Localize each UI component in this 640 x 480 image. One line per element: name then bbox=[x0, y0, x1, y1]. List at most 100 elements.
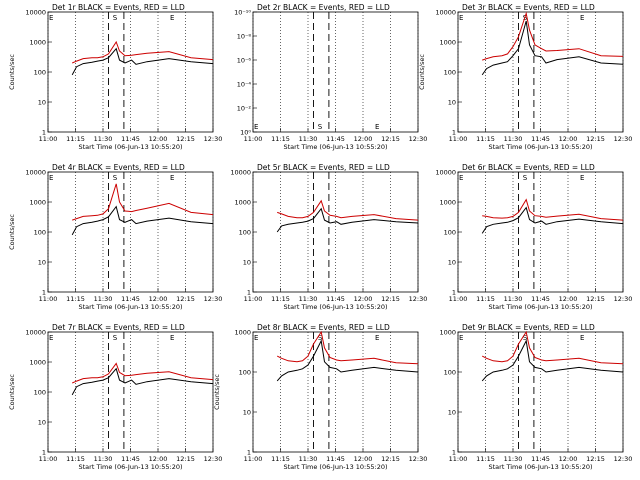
y-tick-label: 10⁻⁸ bbox=[237, 33, 252, 41]
x-tick-label: 12:30 bbox=[204, 135, 223, 143]
x-tick-label: 12:15 bbox=[586, 135, 605, 143]
x-axis-label: Start Time (06-Jun-13 10:55:20) bbox=[79, 463, 183, 471]
panel-title: Det 7r BLACK = Events, RED = LLD bbox=[52, 323, 185, 332]
panel-det-6: Det 6r BLACK = Events, RED = LLD 11:00 11:… bbox=[435, 163, 632, 311]
y-tick-label: 10000 bbox=[230, 169, 251, 177]
x-tick-label: 11:15 bbox=[271, 295, 290, 303]
panel-det-5: Det 5r BLACK = Events, RED = LLD 11:00 11:… bbox=[230, 163, 427, 311]
panel-det-2: Det 2r BLACK = Events, RED = LLD 11:00 11:… bbox=[234, 3, 427, 151]
x-axis-label: Start Time (06-Jun-13 10:55:20) bbox=[284, 463, 388, 471]
x-tick-label: 11:15 bbox=[271, 455, 290, 463]
panel-title: Det 1r BLACK = Events, RED = LLD bbox=[52, 3, 185, 12]
x-tick-label: 12:30 bbox=[204, 455, 223, 463]
y-axis-label: Counts/sec bbox=[8, 374, 16, 410]
y-tick-label: 1000 bbox=[439, 39, 456, 47]
x-axis-label: Start Time (06-Jun-13 10:55:20) bbox=[284, 303, 388, 311]
y-tick-label: 1000 bbox=[234, 329, 251, 337]
y-tick-label: 10 bbox=[448, 99, 456, 107]
panel-title: Det 9r BLACK = Events, RED = LLD bbox=[462, 323, 595, 332]
x-tick-label: 12:00 bbox=[149, 295, 168, 303]
panel-title: Det 8r BLACK = Events, RED = LLD bbox=[257, 323, 390, 332]
y-tick-label: 10⁻² bbox=[237, 105, 252, 113]
y-axis-label: Counts/sec bbox=[8, 214, 16, 250]
x-tick-label: 11:30 bbox=[299, 455, 318, 463]
x-axis-label: Start Time (06-Jun-13 10:55:20) bbox=[284, 143, 388, 151]
x-tick-label: 11:45 bbox=[531, 455, 550, 463]
y-tick-label: 100 bbox=[34, 389, 46, 397]
x-tick-label: 12:30 bbox=[614, 455, 633, 463]
x-tick-label: 12:30 bbox=[409, 455, 428, 463]
series-line-lld bbox=[482, 11, 624, 61]
x-tick-label: 12:30 bbox=[409, 135, 428, 143]
x-tick-label: 11:45 bbox=[121, 295, 140, 303]
x-tick-label: 11:15 bbox=[271, 135, 290, 143]
panel-det-7: Det 7r BLACK = Events, RED = LLD 11:00 11:… bbox=[8, 323, 222, 471]
x-tick-label: 11:00 bbox=[449, 455, 468, 463]
x-tick-label: 12:30 bbox=[204, 295, 223, 303]
x-tick-label: 11:00 bbox=[244, 455, 263, 463]
flare-marker-label: S bbox=[318, 123, 323, 131]
x-tick-label: 11:30 bbox=[504, 295, 523, 303]
x-tick-label: 11:30 bbox=[94, 135, 113, 143]
y-tick-label: 1000 bbox=[29, 199, 46, 207]
flare-marker-label: E bbox=[170, 14, 174, 22]
panel-title: Det 2r BLACK = Events, RED = LLD bbox=[257, 3, 390, 12]
y-tick-label: 1 bbox=[247, 289, 251, 297]
series-line-events bbox=[276, 339, 419, 382]
x-tick-label: 12:00 bbox=[559, 295, 578, 303]
y-tick-label: 1 bbox=[42, 449, 46, 457]
flare-marker-label: E bbox=[170, 174, 174, 182]
panel-title: Det 3r BLACK = Events, RED = LLD bbox=[462, 3, 595, 12]
x-tick-label: 12:30 bbox=[614, 135, 633, 143]
flare-marker-label: E bbox=[580, 334, 584, 342]
x-tick-label: 11:15 bbox=[66, 135, 85, 143]
x-tick-label: 11:30 bbox=[94, 455, 113, 463]
x-tick-label: 11:15 bbox=[476, 455, 495, 463]
x-tick-label: 11:00 bbox=[244, 135, 263, 143]
series-line-lld bbox=[481, 330, 624, 365]
y-tick-label: 100 bbox=[34, 69, 46, 77]
y-tick-label: 10000 bbox=[25, 329, 46, 337]
flare-marker-label: E bbox=[49, 174, 53, 182]
y-tick-label: 10 bbox=[38, 419, 46, 427]
x-tick-label: 12:15 bbox=[586, 455, 605, 463]
x-tick-label: 11:45 bbox=[121, 135, 140, 143]
x-axis-label: Start Time (06-Jun-13 10:55:20) bbox=[489, 143, 593, 151]
y-tick-label: 10⁻¹⁰ bbox=[234, 9, 251, 17]
panel-det-4: Det 4r BLACK = Events, RED = LLD 11:00 11:… bbox=[8, 163, 222, 311]
flare-marker-label: E bbox=[459, 334, 463, 342]
flare-marker-label: S bbox=[318, 334, 323, 342]
panel-title: Det 5r BLACK = Events, RED = LLD bbox=[257, 163, 390, 172]
x-tick-label: 12:00 bbox=[559, 135, 578, 143]
series-line-events bbox=[71, 47, 214, 76]
x-tick-label: 11:00 bbox=[39, 135, 58, 143]
flare-marker-label: E bbox=[580, 174, 584, 182]
y-tick-label: 1000 bbox=[439, 199, 456, 207]
y-tick-label: 1000 bbox=[29, 359, 46, 367]
y-tick-label: 10 bbox=[448, 409, 456, 417]
x-tick-label: 11:00 bbox=[39, 295, 58, 303]
x-tick-label: 12:15 bbox=[586, 295, 605, 303]
x-tick-label: 11:00 bbox=[449, 135, 468, 143]
flare-marker-label: S bbox=[523, 14, 528, 22]
series-line-events bbox=[481, 339, 624, 382]
panel-title: Det 6r BLACK = Events, RED = LLD bbox=[462, 163, 595, 172]
x-tick-label: 11:00 bbox=[244, 295, 263, 303]
series-line-events bbox=[276, 207, 419, 233]
y-tick-label: 100 bbox=[239, 369, 251, 377]
x-tick-label: 11:15 bbox=[476, 135, 495, 143]
flare-marker-label: E bbox=[170, 334, 174, 342]
x-tick-label: 12:00 bbox=[354, 295, 373, 303]
x-tick-label: 12:15 bbox=[381, 135, 400, 143]
x-tick-label: 12:15 bbox=[176, 135, 195, 143]
flare-marker-label: E bbox=[49, 334, 53, 342]
series-line-events bbox=[481, 206, 624, 234]
y-axis-label: Counts/sec bbox=[8, 54, 16, 90]
panel-title: Det 4r BLACK = Events, RED = LLD bbox=[52, 163, 185, 172]
series-line-events bbox=[71, 205, 214, 236]
x-tick-label: 11:45 bbox=[121, 455, 140, 463]
y-tick-label: 1 bbox=[42, 129, 46, 137]
series-line-lld bbox=[277, 199, 419, 221]
flare-marker-label: S bbox=[113, 334, 118, 342]
